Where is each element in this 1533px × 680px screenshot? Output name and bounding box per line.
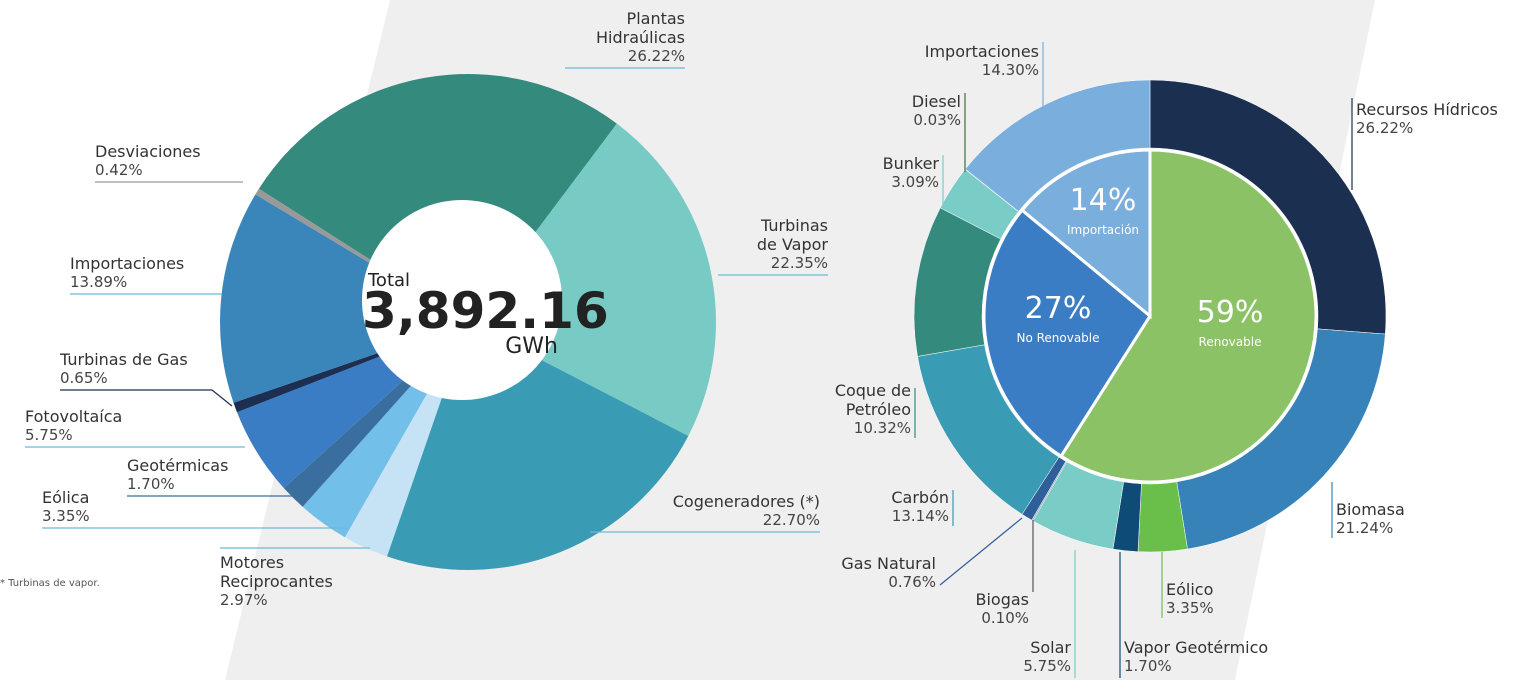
label-name: Diesel <box>911 92 961 111</box>
inner-name: Renovable <box>1199 335 1262 349</box>
segment-label: Importaciones 13.89% <box>70 254 184 292</box>
label-name: Turbinas de Gas <box>60 350 188 369</box>
label-name: Solar <box>1030 638 1071 657</box>
label-value: 26.22% <box>627 47 685 65</box>
label-value: 5.75% <box>25 426 73 444</box>
segment-label: Gas Natural 0.76% <box>841 554 936 592</box>
label-name: Motores Reciprocantes <box>220 553 333 591</box>
inner-name: No Renovable <box>1016 331 1099 345</box>
label-value: 3.35% <box>1166 599 1214 617</box>
segment-label: Coque de Petróleo 10.32% <box>821 381 911 438</box>
label-name: Bunker <box>882 154 939 173</box>
label-name: Cogeneradores (*) <box>672 492 820 511</box>
segment-label: Turbinas de Vapor 22.35% <box>738 216 828 273</box>
segment-label: Geotérmicas 1.70% <box>127 456 228 494</box>
label-value: 5.75% <box>1023 657 1071 675</box>
label-value: 1.70% <box>1124 657 1172 675</box>
label-value: 10.32% <box>853 419 911 437</box>
segment <box>1176 328 1386 550</box>
segment-label: Turbinas de Gas 0.65% <box>60 350 188 388</box>
label-name: Desviaciones <box>95 142 201 161</box>
total-label: Total <box>368 270 411 291</box>
segment <box>258 74 617 323</box>
segment-label: Fotovoltaíca 5.75% <box>25 407 122 445</box>
label-name: Vapor Geotérmico <box>1124 638 1269 657</box>
label-value: 14.30% <box>981 61 1039 79</box>
inner-value: 59% <box>1197 295 1264 330</box>
label-name: Turbinas de Vapor <box>756 216 828 254</box>
segment <box>1149 79 1387 335</box>
label-name: Plantas Hidraúlicas <box>596 9 685 47</box>
segment <box>220 194 468 403</box>
segment-label: Diesel 0.03% <box>912 92 961 130</box>
label-value: 13.14% <box>891 507 949 525</box>
label-value: 3.09% <box>891 173 939 191</box>
segment-label: Bunker 3.09% <box>883 154 939 192</box>
label-name: Importaciones <box>70 254 185 273</box>
inner-value: 14% <box>1070 183 1137 218</box>
label-name: Geotérmicas <box>127 456 229 475</box>
label-value: 22.35% <box>770 254 828 272</box>
inner-value: 27% <box>1025 291 1092 326</box>
label-value: 26.22% <box>1356 119 1414 137</box>
label-value: 2.97% <box>220 591 268 609</box>
label-name: Carbón <box>891 488 949 507</box>
label-value: 0.65% <box>60 369 108 387</box>
label-value: 0.76% <box>888 573 936 591</box>
segment-label: Importaciones 14.30% <box>925 42 1039 80</box>
segment-label: Recursos Hídricos 26.22% <box>1356 100 1498 138</box>
label-name: Recursos Hídricos <box>1356 100 1498 119</box>
segment <box>468 123 716 436</box>
label-name: Importaciones <box>924 42 1039 61</box>
label-value: 1.70% <box>127 475 175 493</box>
leader-line <box>60 389 233 407</box>
label-name: Biomasa <box>1336 500 1405 519</box>
label-value: 22.70% <box>762 511 820 529</box>
segment <box>1058 148 1318 484</box>
segment-label: Eólico 3.35% <box>1166 580 1214 618</box>
segment <box>982 208 1152 459</box>
segment <box>965 79 1151 212</box>
label-value: 0.42% <box>95 161 143 179</box>
footnote: * Turbinas de vapor. <box>0 578 100 589</box>
segment-label: Desviaciones 0.42% <box>95 142 201 180</box>
segment <box>1019 148 1152 320</box>
label-name: Fotovoltaíca <box>25 407 123 426</box>
segment-label: Cogeneradores (*) 22.70% <box>673 492 820 530</box>
segment-label: Vapor Geotérmico 1.70% <box>1124 638 1268 676</box>
label-value: 0.10% <box>981 609 1029 627</box>
label-value: 0.03% <box>913 111 961 129</box>
label-name: Eólico <box>1166 580 1214 599</box>
segment-label: Biomasa 21.24% <box>1336 500 1405 538</box>
segment-label: Solar 5.75% <box>1023 638 1071 676</box>
center-hole <box>362 200 562 400</box>
leader-line <box>939 517 1023 586</box>
segment-label: Motores Reciprocantes 2.97% <box>220 553 370 610</box>
segment-label: Plantas Hidraúlicas 26.22% <box>575 9 685 66</box>
label-value: 21.24% <box>1336 519 1394 537</box>
inner-name: Importación <box>1067 223 1139 237</box>
label-name: Eólica <box>42 488 90 507</box>
total-unit: GWh <box>505 334 558 359</box>
label-name: Coque de Petróleo <box>834 381 911 419</box>
label-value: 13.89% <box>70 273 128 291</box>
segment-label: Carbón 13.14% <box>891 488 949 526</box>
total-value: 3,892.16 <box>362 282 609 340</box>
label-value: 3.35% <box>42 507 90 525</box>
segment-label: Biogas 0.10% <box>975 590 1029 628</box>
label-name: Biogas <box>975 590 1029 609</box>
label-name: Gas Natural <box>841 554 936 573</box>
segment-label: Eólica 3.35% <box>42 488 90 526</box>
